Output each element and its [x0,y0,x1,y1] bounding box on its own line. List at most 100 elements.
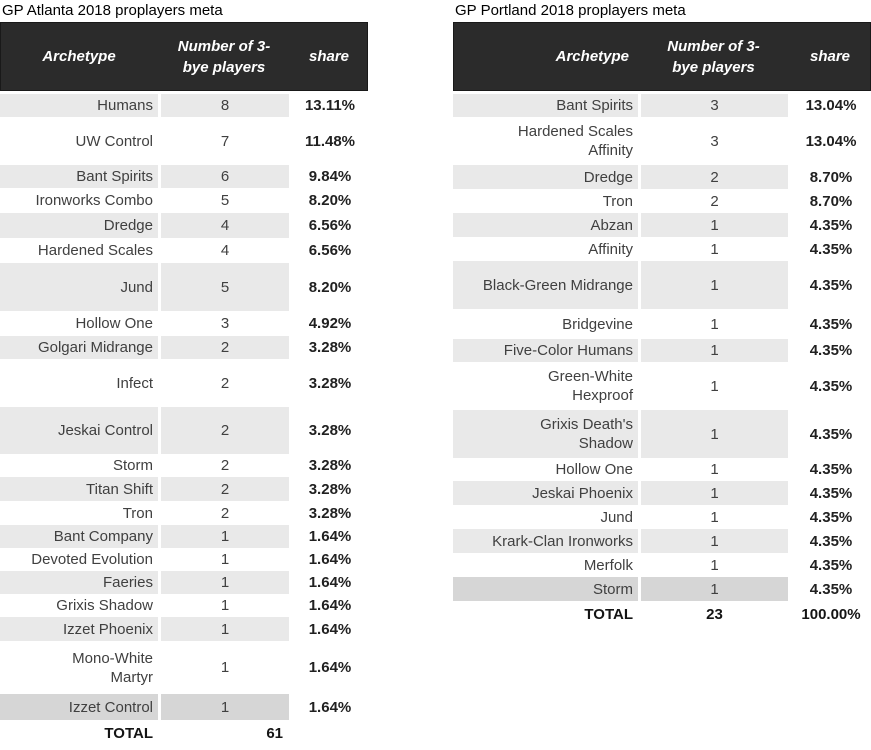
archetype-cell: Humans [0,94,158,117]
table-row: Storm 1 4.35% [453,577,871,601]
players-cell: 2 [220,457,230,474]
table-title: GP Portland 2018 proplayers meta [455,2,686,19]
archetype-cell: TOTAL [584,605,633,623]
players-cell: 1 [710,508,719,526]
table-header: Archetype Number of 3- bye players share [453,22,871,91]
share-cell: 4.35% [809,461,853,478]
archetype-cell: Izzet Control [0,694,158,720]
archetype-cell: Affinity [588,240,633,258]
table-row: Izzet Phoenix 1 1.64% [0,617,368,641]
archetype-cell: Tron [122,504,153,522]
archetype-cell: Five-Color Humans [453,339,638,362]
table-row: Titan Shift 2 3.28% [0,477,368,501]
archetype-cell: Izzet Phoenix [0,617,158,641]
share-cell: 3.28% [308,374,352,392]
players-cell: 1 [220,551,230,568]
share-cell: 13.04% [805,132,857,150]
table-title: GP Atlanta 2018 proplayers meta [2,2,223,19]
archetype-cell: Green-White Hexproof [547,368,633,404]
players-cell: 1 [641,261,788,309]
share-cell: 1.64% [308,551,352,568]
share-cell: 1.64% [308,574,352,591]
archetype-cell: Dredge [453,165,638,189]
table-row: Jund 5 8.20% [0,263,368,311]
share-cell: 4.35% [809,216,853,234]
players-cell: 5 [161,263,289,311]
share-cell: 4.35% [809,377,853,395]
players-cell: 1 [641,529,788,553]
archetype-cell: Merfolk [583,556,633,574]
table-row: UW Control 7 11.48% [0,117,368,165]
players-cell: 1 [710,461,719,478]
share-cell: 11.48% [304,132,356,150]
table-row: Faeries 1 1.64% [0,571,368,594]
share-cell: 1.64% [308,698,352,716]
share-cell: 3.28% [308,422,352,439]
players-cell: 2 [161,477,289,501]
archetype-cell: Jund [0,263,158,311]
total-row: TOTAL 23 100.00% [453,601,871,627]
share-cell: 4.35% [809,484,853,502]
players-cell: 1 [710,315,719,333]
archetype-cell: Bant Company [0,525,158,548]
share-cell: 4.35% [809,556,853,574]
table-row: Tron 2 8.70% [453,189,871,213]
table-row: Dredge 2 8.70% [453,165,871,189]
table-row: Tron 2 3.28% [0,501,368,525]
archetype-cell: Mono-White Martyr [72,649,153,686]
archetype-cell: Storm [112,457,153,474]
table-row: Jeskai Phoenix 1 4.35% [453,481,871,505]
share-cell: 13.04% [805,97,857,114]
table-row: Hardened Scales Affinity 3 13.04% [453,117,871,165]
share-cell: 4.35% [809,532,853,550]
players-cell: 1 [161,571,289,594]
archetype-cell: Bant Spirits [453,94,638,117]
table-row: Bant Spirits 6 9.84% [0,165,368,188]
table-row: Grixis Death's Shadow 1 4.35% [453,410,871,458]
header-share: share [308,48,350,65]
players-cell: 2 [220,504,230,522]
archetype-cell: Golgari Midrange [0,336,158,359]
header-players: Number of 3- bye players [177,37,271,76]
players-cell: 61 [266,724,283,742]
archetype-cell: Bant Spirits [0,165,158,188]
players-cell: 2 [641,165,788,189]
share-cell: 4.35% [809,342,853,359]
archetype-cell: Tron [602,192,633,210]
share-cell: 4.92% [308,315,352,332]
players-cell: 2 [710,192,719,210]
archetype-cell: Bridgevine [562,315,633,333]
header-archetype: Archetype [42,48,116,65]
share-cell: 6.56% [308,242,352,259]
players-cell: 5 [220,192,230,209]
table-row: Bant Company 1 1.64% [0,525,368,548]
share-cell: 4.35% [809,425,853,443]
archetype-cell: Grixis Shadow [56,597,153,614]
archetype-cell: UW Control [75,132,153,150]
table-row: Jund 1 4.35% [453,505,871,529]
header-archetype: Archetype [555,48,629,65]
share-cell: 13.11% [304,97,356,114]
share-cell: 3.28% [308,457,352,474]
archetype-cell: Faeries [0,571,158,594]
archetype-cell: Krark-Clan Ironworks [453,529,638,553]
share-cell: 4.35% [809,508,853,526]
archetype-cell: Abzan [453,213,638,237]
table-row: Bridgevine 1 4.35% [453,309,871,339]
share-cell: 3.28% [308,504,352,522]
share-cell: 4.35% [809,240,853,258]
archetype-cell: Hollow One [555,461,633,478]
table-row: Abzan 1 4.35% [453,213,871,237]
table-row: Ironworks Combo 5 8.20% [0,188,368,213]
archetype-cell: Jund [600,508,633,526]
archetype-cell: Jeskai Control [0,407,158,454]
players-cell: 1 [220,597,230,614]
table-row: Infect 2 3.28% [0,359,368,407]
players-cell: 1 [161,617,289,641]
players-cell: 1 [641,339,788,362]
table-row: Izzet Control 1 1.64% [0,694,368,720]
archetype-cell: Black-Green Midrange [453,261,638,309]
players-cell: 3 [641,94,788,117]
archetype-cell: Hardened Scales Affinity [517,123,633,159]
table-row: Storm 2 3.28% [0,454,368,477]
